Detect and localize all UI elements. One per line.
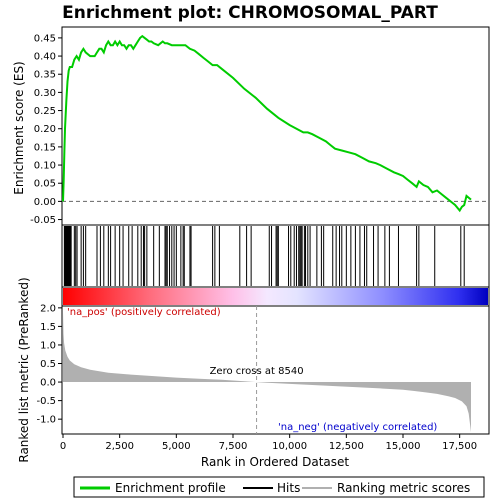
enrichment-profile-line bbox=[62, 34, 472, 213]
metric-y-tick-label: 2.0 bbox=[40, 303, 56, 314]
chart-title: Enrichment plot: CHROMOSOMAL_PART bbox=[62, 3, 438, 23]
metric-panel bbox=[61, 305, 490, 435]
es-panel bbox=[61, 26, 490, 226]
rank-color-bar bbox=[63, 288, 488, 305]
es-y-tick-label: 0.30 bbox=[34, 88, 56, 99]
legend-label-metric: Ranking metric scores bbox=[337, 481, 470, 495]
es-y-tick-label: 0.10 bbox=[34, 161, 56, 172]
es-y-tick-label: 0.45 bbox=[34, 33, 56, 44]
es-y-tick-label: 0.25 bbox=[34, 106, 56, 117]
legend-label-enrichment: Enrichment profile bbox=[115, 481, 226, 495]
es-y-tick-label: 0.35 bbox=[34, 70, 56, 81]
x-tick-label: 7,500 bbox=[219, 441, 248, 452]
metric-y-axis: 2.0 1.5 1.0 0.5 0.0 -0.5 -1.0 bbox=[36, 303, 62, 426]
es-y-tick-label: 0.05 bbox=[34, 179, 56, 190]
x-tick-label: 10,000 bbox=[272, 441, 307, 452]
es-y-tick-label: 0.40 bbox=[34, 52, 56, 63]
x-axis-label: Rank in Ordered Dataset bbox=[201, 455, 349, 469]
es-y-axis-label: Enrichment score (ES) bbox=[12, 61, 26, 194]
x-tick-label: 12,500 bbox=[329, 441, 364, 452]
metric-y-tick-label: 0.5 bbox=[40, 359, 56, 370]
x-tick-label: 17,500 bbox=[442, 441, 477, 452]
x-tick-label: 5,000 bbox=[162, 441, 191, 452]
es-y-tick-label: 0.00 bbox=[34, 197, 56, 208]
legend-item-enrichment: Enrichment profile bbox=[80, 481, 226, 495]
legend-item-metric: Ranking metric scores bbox=[302, 481, 470, 495]
hit-marks bbox=[63, 226, 465, 286]
hits-panel bbox=[61, 224, 490, 288]
metric-y-axis-label: Ranked list metric (PreRanked) bbox=[17, 277, 31, 462]
es-y-tick-label: 0.20 bbox=[34, 124, 56, 135]
x-tick-label: 0 bbox=[60, 441, 66, 452]
x-axis: 0 2,500 5,000 7,500 10,000 12,500 15,000 17,500 bbox=[60, 434, 477, 452]
pos-label: 'na_pos' (positively correlated) bbox=[67, 307, 221, 318]
neg-label: 'na_neg' (negatively correlated) bbox=[278, 422, 437, 433]
metric-y-tick-label: -1.0 bbox=[36, 415, 56, 426]
x-tick-label: 15,000 bbox=[386, 441, 421, 452]
metric-y-tick-label: 1.0 bbox=[40, 340, 56, 351]
x-tick-label: 2,500 bbox=[105, 441, 134, 452]
metric-y-tick-label: 0.0 bbox=[40, 378, 56, 389]
metric-y-tick-label: -0.5 bbox=[36, 396, 56, 407]
zero-cross-label: Zero cross at 8540 bbox=[210, 366, 304, 377]
metric-y-tick-label: 1.5 bbox=[40, 322, 56, 333]
legend-box bbox=[73, 476, 485, 498]
es-y-axis: -0.05 0.00 0.05 0.10 0.15 0.20 0.25 0.30 0.35 0.4… bbox=[30, 33, 62, 226]
es-y-tick-label: -0.05 bbox=[30, 215, 56, 226]
es-y-tick-label: 0.15 bbox=[34, 142, 56, 153]
legend-item-hits: Hits bbox=[243, 481, 300, 495]
legend-label-hits: Hits bbox=[277, 481, 300, 495]
